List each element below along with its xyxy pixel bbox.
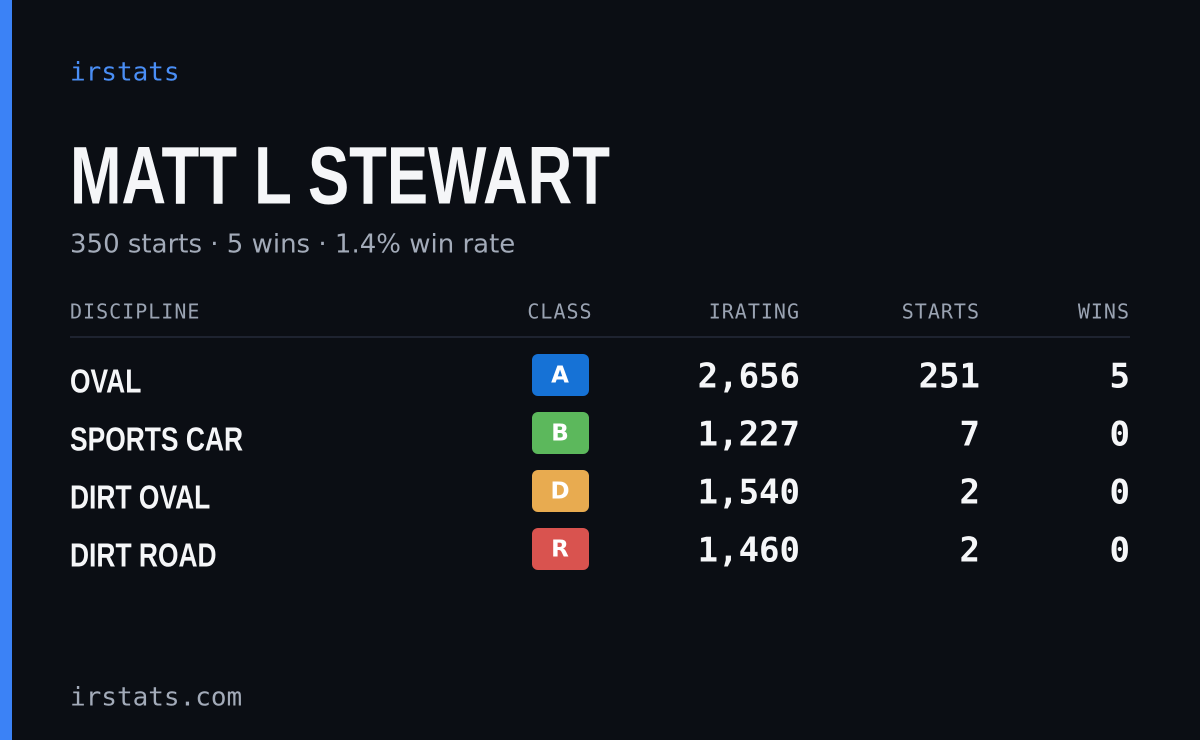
header-starts: STARTS [902, 300, 980, 324]
class-badge [532, 528, 589, 570]
footer: irstats.com [70, 683, 242, 713]
discipline: DIRT OVAL [70, 480, 210, 516]
header-class: CLASS [527, 300, 592, 324]
driver-summary: 350 starts · 5 wins · 1.4% win rate [70, 230, 515, 260]
driver-name: MATT L STEWART [70, 131, 610, 222]
starts: 7 [960, 415, 980, 455]
header-discipline: DISCIPLINE [70, 300, 200, 324]
discipline: OVAL [70, 364, 141, 400]
starts: 251 [919, 357, 980, 397]
wins: 0 [1110, 473, 1130, 513]
header-wins: WINS [1078, 300, 1130, 324]
class-letter: D [550, 479, 569, 505]
irating: 1,540 [698, 473, 800, 513]
irating: 1,460 [698, 531, 800, 571]
irating: 2,656 [698, 357, 800, 397]
brand: irstats [70, 58, 180, 88]
class-letter: R [551, 537, 569, 563]
wins: 0 [1110, 531, 1130, 571]
wins: 0 [1110, 415, 1130, 455]
class-badge [532, 412, 589, 454]
header-irating: IRATING [709, 300, 800, 324]
class-letter: B [551, 421, 569, 447]
class-badge [532, 354, 589, 396]
discipline: SPORTS CAR [70, 422, 243, 458]
accent-bar [0, 0, 12, 740]
wins: 5 [1110, 357, 1130, 397]
class-letter: A [551, 363, 569, 389]
class-badge [532, 470, 589, 512]
discipline: DIRT ROAD [70, 538, 217, 574]
starts: 2 [960, 531, 980, 571]
starts: 2 [960, 473, 980, 513]
irating: 1,227 [698, 415, 800, 455]
